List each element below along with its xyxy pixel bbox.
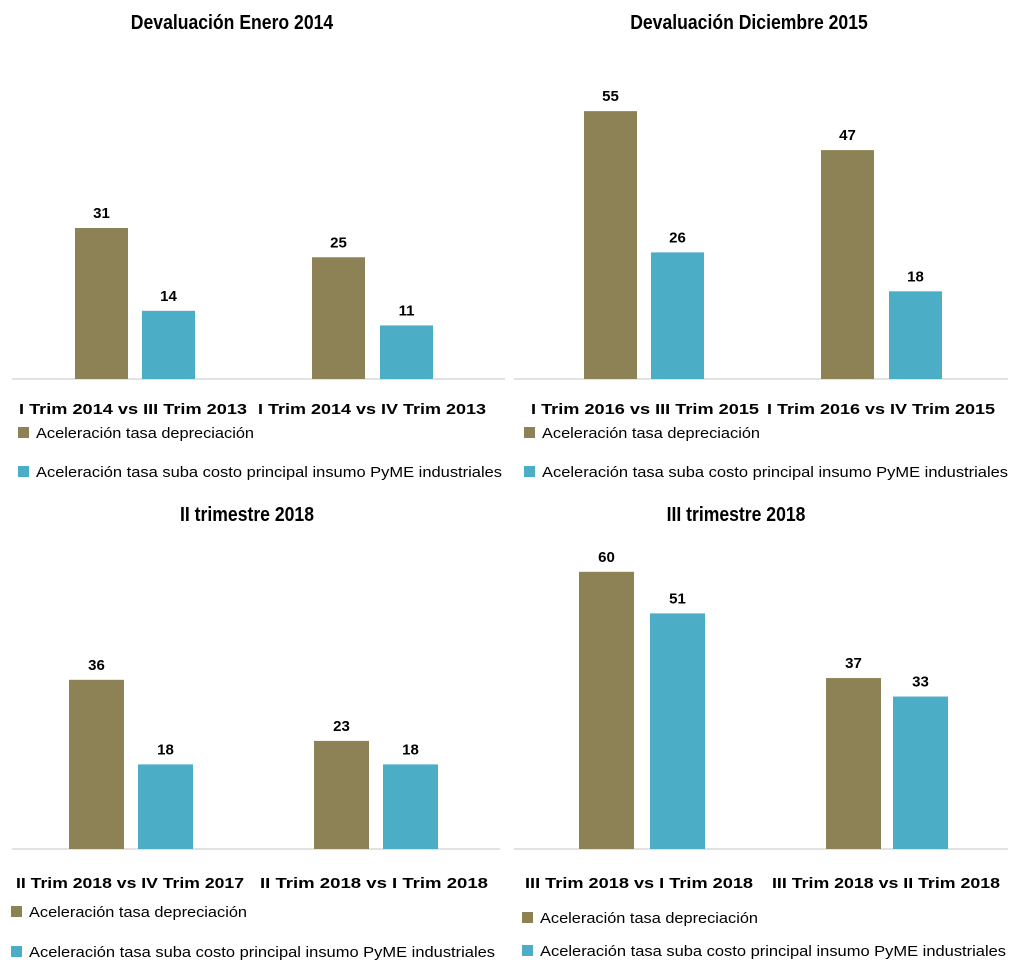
category-label-2: III Trim 2018 vs II Trim 2018 [772,875,1000,892]
data-label-series-1-cat-2: 47 [839,127,856,144]
chart-title: Devaluación Diciembre 2015 [630,11,868,33]
legend-swatch-2 [522,945,533,956]
category-label-1: II Trim 2018 vs IV Trim 2017 [16,875,244,892]
data-label-series-2-cat-2: 11 [399,302,415,319]
bar-series-1-cat-1 [69,679,124,849]
data-label-series-2-cat-1: 51 [669,590,686,607]
category-label-1: I Trim 2016 vs III Trim 2015 [531,401,759,418]
legend-label-2: Aceleración tasa suba costo principal in… [540,943,1006,960]
bar-series-1-cat-1 [579,571,634,849]
legend-swatch-1 [18,427,29,438]
legend-label-1: Aceleración tasa depreciación [36,425,254,442]
bar-series-2-cat-2 [889,291,942,379]
chart-panel-3: II trimestre 2018 36 23 18 18 II Trim 2018 vs… [0,490,509,965]
legend-swatch-2 [11,946,22,957]
legend-label-1: Aceleración tasa depreciación [29,904,247,921]
chart-panel-1: Devaluación Enero 2014 31 25 14 11 I Trim 201… [0,0,509,490]
legend-swatch-2 [524,466,535,477]
bar-series-1-cat-2 [312,257,365,379]
legend-label-1: Aceleración tasa depreciación [540,910,758,927]
legend-label-2: Aceleración tasa suba costo principal in… [29,944,495,961]
bar-series-2-cat-1 [651,252,704,379]
data-label-series-1-cat-2: 37 [845,655,862,672]
bar-series-1-cat-2 [314,740,369,849]
chart-svg-2: Devaluación Diciembre 2015 55 47 26 18 I Trim… [514,11,1008,481]
bar-series-2-cat-2 [893,696,948,849]
data-label-series-2-cat-1: 26 [669,229,686,246]
bar-series-2-cat-1 [138,764,193,849]
data-label-series-1-cat-1: 60 [598,549,615,566]
category-label-2: I Trim 2016 vs IV Trim 2015 [767,401,995,418]
data-label-series-1-cat-1: 55 [602,88,619,105]
category-label-1: I Trim 2014 vs III Trim 2013 [19,401,247,418]
data-label-series-1-cat-2: 23 [333,718,350,735]
data-label-series-2-cat-1: 14 [160,288,177,305]
bar-series-2-cat-1 [142,310,195,379]
category-label-1: III Trim 2018 vs I Trim 2018 [525,875,753,892]
bar-series-1-cat-2 [821,150,874,379]
legend-label-2: Aceleración tasa suba costo principal in… [542,464,1008,481]
legend-swatch-1 [11,906,22,917]
chart-title: II trimestre 2018 [180,503,314,525]
legend-label-1: Aceleración tasa depreciación [542,425,760,442]
chart-title: Devaluación Enero 2014 [131,11,334,33]
category-label-2: II Trim 2018 vs I Trim 2018 [260,875,488,892]
bar-series-1-cat-1 [75,228,128,379]
chart-panel-4: III trimestre 2018 60 37 51 33 III Trim 2018 … [509,490,1017,965]
legend-swatch-1 [522,912,533,923]
data-label-series-1-cat-1: 31 [93,205,110,222]
bar-series-2-cat-1 [650,613,705,849]
legend-swatch-2 [18,466,29,477]
chart-svg-4: III trimestre 2018 60 37 51 33 III Trim 2018 … [514,503,1008,960]
data-label-series-1-cat-2: 25 [330,234,347,251]
bar-series-1-cat-2 [826,678,881,849]
bar-series-2-cat-2 [383,764,438,849]
data-label-series-2-cat-2: 33 [912,674,929,691]
data-label-series-2-cat-1: 18 [157,741,174,758]
chart-title: III trimestre 2018 [667,503,806,525]
data-label-series-2-cat-2: 18 [402,741,419,758]
chart-panel-2: Devaluación Diciembre 2015 55 47 26 18 I Trim… [509,0,1017,490]
legend-label-2: Aceleración tasa suba costo principal in… [36,464,502,481]
data-label-series-2-cat-2: 18 [907,268,924,285]
bar-series-2-cat-2 [380,325,433,379]
category-label-2: I Trim 2014 vs IV Trim 2013 [258,401,486,418]
data-label-series-1-cat-1: 36 [88,657,105,674]
bar-series-1-cat-1 [584,111,637,380]
legend-swatch-1 [524,427,535,438]
chart-svg-3: II trimestre 2018 36 23 18 18 II Trim 2018 vs… [11,503,500,961]
chart-svg-1: Devaluación Enero 2014 31 25 14 11 I Trim 201… [12,11,505,481]
